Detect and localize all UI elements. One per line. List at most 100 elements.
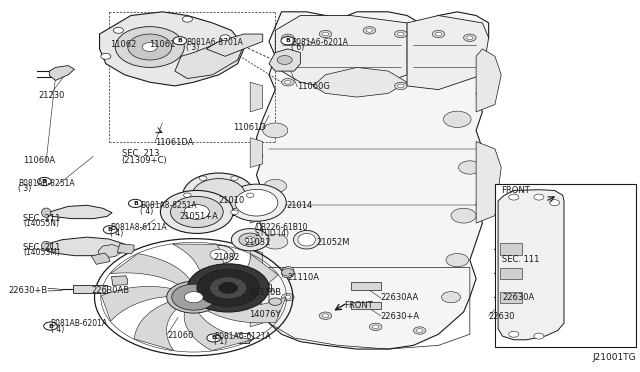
Text: 21051+A: 21051+A xyxy=(180,212,219,221)
Circle shape xyxy=(282,269,294,276)
Polygon shape xyxy=(92,253,110,264)
Circle shape xyxy=(366,29,372,32)
Text: B081A6-8701A: B081A6-8701A xyxy=(186,38,243,47)
Text: 22630A: 22630A xyxy=(502,294,535,302)
Circle shape xyxy=(323,314,328,318)
Polygon shape xyxy=(250,82,263,112)
Text: B081A8-6121A: B081A8-6121A xyxy=(110,223,167,232)
Polygon shape xyxy=(282,266,294,278)
Polygon shape xyxy=(269,49,300,71)
Text: 21052M: 21052M xyxy=(316,238,349,247)
Circle shape xyxy=(369,323,382,331)
Circle shape xyxy=(255,284,268,292)
FancyBboxPatch shape xyxy=(500,243,522,254)
Text: 21060: 21060 xyxy=(167,331,194,340)
Text: 21110A: 21110A xyxy=(288,273,320,282)
Circle shape xyxy=(394,82,407,90)
Circle shape xyxy=(128,34,172,60)
Text: (14053M): (14053M) xyxy=(23,248,60,257)
Polygon shape xyxy=(101,286,175,321)
Circle shape xyxy=(319,31,332,38)
Circle shape xyxy=(245,237,255,243)
Polygon shape xyxy=(43,205,112,219)
Circle shape xyxy=(263,123,288,138)
Text: 21031: 21031 xyxy=(244,238,270,247)
Text: 11061DA: 11061DA xyxy=(155,138,193,147)
Polygon shape xyxy=(250,305,263,327)
Text: B: B xyxy=(285,38,291,43)
Circle shape xyxy=(209,277,247,299)
Circle shape xyxy=(129,199,142,208)
Polygon shape xyxy=(117,244,134,254)
Circle shape xyxy=(285,36,291,39)
Circle shape xyxy=(397,32,404,36)
Text: 21014: 21014 xyxy=(287,201,313,210)
Text: B: B xyxy=(42,179,47,184)
Text: 21110B: 21110B xyxy=(249,288,281,297)
Circle shape xyxy=(509,331,519,337)
FancyBboxPatch shape xyxy=(72,285,107,294)
Circle shape xyxy=(417,329,423,333)
Circle shape xyxy=(285,80,291,84)
Circle shape xyxy=(199,176,207,180)
Text: ( 6): ( 6) xyxy=(291,43,304,52)
Circle shape xyxy=(220,35,230,41)
Text: B081A8-8251A: B081A8-8251A xyxy=(140,201,197,210)
Circle shape xyxy=(269,298,282,305)
Polygon shape xyxy=(206,34,263,56)
Ellipse shape xyxy=(235,189,278,216)
Text: SEC. 211: SEC. 211 xyxy=(23,214,60,223)
Ellipse shape xyxy=(298,234,316,246)
Polygon shape xyxy=(175,38,244,78)
Polygon shape xyxy=(215,254,278,299)
Text: 22630+B: 22630+B xyxy=(8,286,47,295)
Circle shape xyxy=(230,176,238,180)
Circle shape xyxy=(219,282,237,294)
Circle shape xyxy=(446,253,468,267)
Text: SEC. 211: SEC. 211 xyxy=(23,243,60,251)
Circle shape xyxy=(263,234,288,249)
Circle shape xyxy=(246,193,254,198)
Circle shape xyxy=(509,194,519,200)
Circle shape xyxy=(203,245,234,264)
Circle shape xyxy=(142,42,157,51)
Circle shape xyxy=(442,292,460,303)
Circle shape xyxy=(282,78,294,86)
Text: 14076Y: 14076Y xyxy=(249,311,280,320)
Circle shape xyxy=(184,205,209,219)
Circle shape xyxy=(100,53,111,59)
Polygon shape xyxy=(49,65,74,80)
Circle shape xyxy=(394,31,407,38)
Text: 21082: 21082 xyxy=(214,253,240,262)
Circle shape xyxy=(188,264,269,312)
Polygon shape xyxy=(184,310,252,351)
Polygon shape xyxy=(250,138,263,167)
Polygon shape xyxy=(476,49,501,112)
Circle shape xyxy=(372,325,379,329)
Circle shape xyxy=(172,284,216,310)
Circle shape xyxy=(182,16,193,22)
Polygon shape xyxy=(250,249,263,279)
Text: ( 4): ( 4) xyxy=(110,228,124,238)
Polygon shape xyxy=(134,301,179,350)
Circle shape xyxy=(444,111,471,128)
Text: DB226-61B10: DB226-61B10 xyxy=(255,223,308,232)
Circle shape xyxy=(199,210,207,215)
Polygon shape xyxy=(250,193,263,223)
Circle shape xyxy=(264,179,287,193)
Text: 11061: 11061 xyxy=(149,39,175,49)
Circle shape xyxy=(397,84,404,88)
Circle shape xyxy=(319,312,332,320)
Bar xyxy=(495,184,636,347)
Circle shape xyxy=(277,55,292,64)
Text: B: B xyxy=(177,38,182,43)
Polygon shape xyxy=(313,67,407,97)
Text: FRONT: FRONT xyxy=(501,186,530,195)
Circle shape xyxy=(44,322,58,330)
Circle shape xyxy=(323,32,328,36)
Circle shape xyxy=(550,200,559,206)
Circle shape xyxy=(231,229,269,251)
Circle shape xyxy=(281,37,295,45)
Circle shape xyxy=(210,249,228,260)
Text: B: B xyxy=(211,336,216,340)
